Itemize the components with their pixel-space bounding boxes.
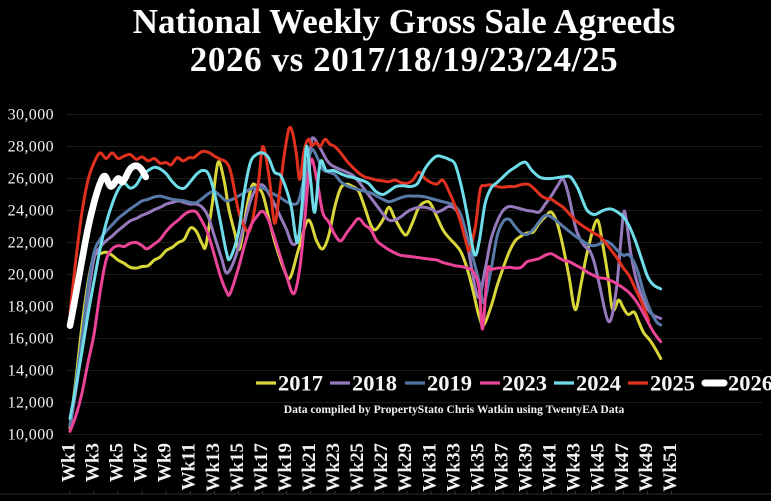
svg-text:28,000: 28,000 [8,139,54,156]
svg-text:24,000: 24,000 [8,203,54,220]
svg-text:10,000: 10,000 [8,427,54,444]
svg-text:Data compiled by PropertyStato: Data compiled by PropertyStato Chris Wat… [284,403,625,416]
svg-text:2026: 2026 [728,371,771,396]
svg-text:12,000: 12,000 [8,395,54,412]
svg-text:Wk9: Wk9 [155,443,176,482]
svg-text:14,000: 14,000 [8,363,54,380]
svg-text:Wk35: Wk35 [467,443,488,492]
svg-text:Wk43: Wk43 [564,443,585,492]
svg-text:20,000: 20,000 [8,267,54,284]
svg-text:Wk5: Wk5 [106,443,127,482]
svg-text:Wk19: Wk19 [275,443,296,492]
svg-text:16,000: 16,000 [8,331,54,348]
svg-text:30,000: 30,000 [8,107,54,124]
svg-text:Wk3: Wk3 [82,443,103,482]
svg-text:Wk7: Wk7 [131,443,152,483]
svg-text:Wk21: Wk21 [299,443,320,492]
svg-text:Wk23: Wk23 [323,443,344,492]
svg-text:2026 vs 2017/18/19/23/24/25: 2026 vs 2017/18/19/23/24/25 [190,40,618,79]
svg-text:Wk1: Wk1 [58,443,79,482]
svg-text:Wk13: Wk13 [203,443,224,492]
svg-text:Wk33: Wk33 [443,443,464,492]
svg-text:Wk41: Wk41 [540,443,561,492]
svg-text:Wk17: Wk17 [251,443,272,492]
svg-text:Wk11: Wk11 [179,443,200,491]
svg-text:2018: 2018 [352,371,397,396]
svg-text:Wk47: Wk47 [612,443,633,492]
svg-text:Wk49: Wk49 [636,443,657,492]
svg-text:Wk45: Wk45 [588,443,609,492]
svg-text:Wk29: Wk29 [395,443,416,492]
svg-text:2017: 2017 [278,371,323,396]
svg-text:2024: 2024 [576,371,621,396]
svg-text:National Weekly Gross Sale Agr: National Weekly Gross Sale Agreeds [133,2,676,41]
svg-text:2023: 2023 [502,371,547,396]
svg-text:22,000: 22,000 [8,235,54,252]
svg-text:2025: 2025 [650,371,695,396]
svg-text:Wk51: Wk51 [660,443,681,492]
svg-text:Wk37: Wk37 [491,443,512,492]
svg-text:Wk27: Wk27 [371,443,392,492]
svg-text:18,000: 18,000 [8,299,54,316]
svg-text:26,000: 26,000 [8,171,54,188]
svg-text:Wk39: Wk39 [515,443,536,492]
svg-text:Wk15: Wk15 [227,443,248,492]
svg-text:Wk25: Wk25 [347,443,368,492]
svg-text:2019: 2019 [427,371,472,396]
svg-text:Wk31: Wk31 [419,443,440,492]
